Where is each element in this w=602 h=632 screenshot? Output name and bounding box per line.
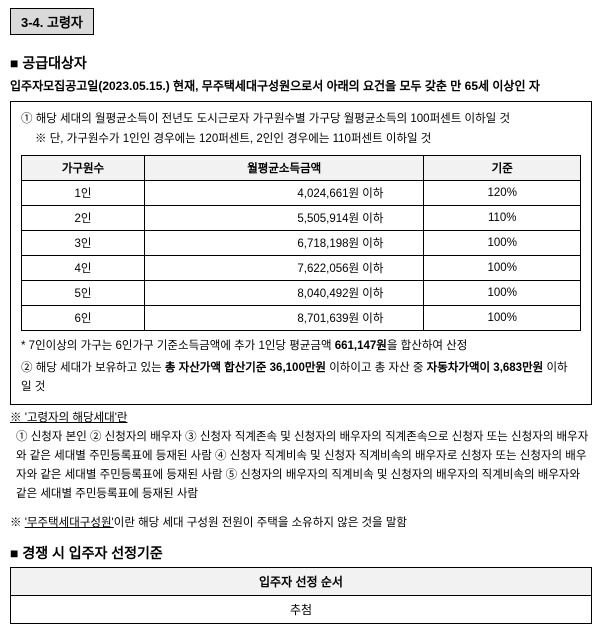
th-members: 가구원수 — [22, 155, 145, 180]
definition-elderly-household: ※ '고령자의 해당세대'란 ① 신청자 본인 ② 신청자의 배우자 ③ 신청자… — [10, 409, 592, 504]
definition-no-house-member: ※ '무주택세대구성원'이란 해당 세대 구성원 전원이 주택을 소유하지 않은… — [10, 514, 592, 533]
subheading-conditions: 입주자모집공고일(2023.05.15.) 현재, 무주택세대구성원으로서 아래… — [10, 77, 592, 95]
table-row: 3인 6,718,198원 이하 100% — [22, 230, 581, 255]
selection-header: 입주자 선정 순서 — [11, 567, 592, 595]
rule-1: ① 해당 세대의 월평균소득이 전년도 도시근로자 가구원수별 가구당 월평균소… — [21, 110, 581, 128]
footnote-7plus: * 7인이상의 가구는 6인가구 기준소득금액에 추가 1인당 평균금액 661… — [21, 337, 581, 355]
heading-supply-target: ■ 공급대상자 — [10, 53, 592, 73]
heading-selection-criteria: ■ 경쟁 시 입주자 선정기준 — [10, 543, 592, 563]
rule-2: ② 해당 세대가 보유하고 있는 총 자산가액 합산기준 36,100만원 이하… — [21, 359, 581, 396]
table-row: 5인 8,040,492원 이하 100% — [22, 280, 581, 305]
selection-table: 입주자 선정 순서 추첨 — [10, 567, 592, 624]
th-standard: 기준 — [424, 155, 581, 180]
criteria-box: ① 해당 세대의 월평균소득이 전년도 도시근로자 가구원수별 가구당 월평균소… — [10, 101, 592, 405]
table-row: 6인 8,701,639원 이하 100% — [22, 305, 581, 330]
table-row: 2인 5,505,914원 이하 110% — [22, 205, 581, 230]
rule-1-note: ※ 단, 가구원수가 1인인 경우에는 120퍼센트, 2인인 경우에는 110… — [21, 130, 581, 148]
th-amount: 월평균소득금액 — [144, 155, 424, 180]
table-row: 1인 4,024,661원 이하 120% — [22, 180, 581, 205]
table-row: 4인 7,622,056원 이하 100% — [22, 255, 581, 280]
section-tag: 3-4. 고령자 — [10, 8, 94, 35]
selection-value: 추첨 — [11, 595, 592, 623]
income-table: 가구원수 월평균소득금액 기준 1인 4,024,661원 이하 120% 2인… — [21, 155, 581, 331]
